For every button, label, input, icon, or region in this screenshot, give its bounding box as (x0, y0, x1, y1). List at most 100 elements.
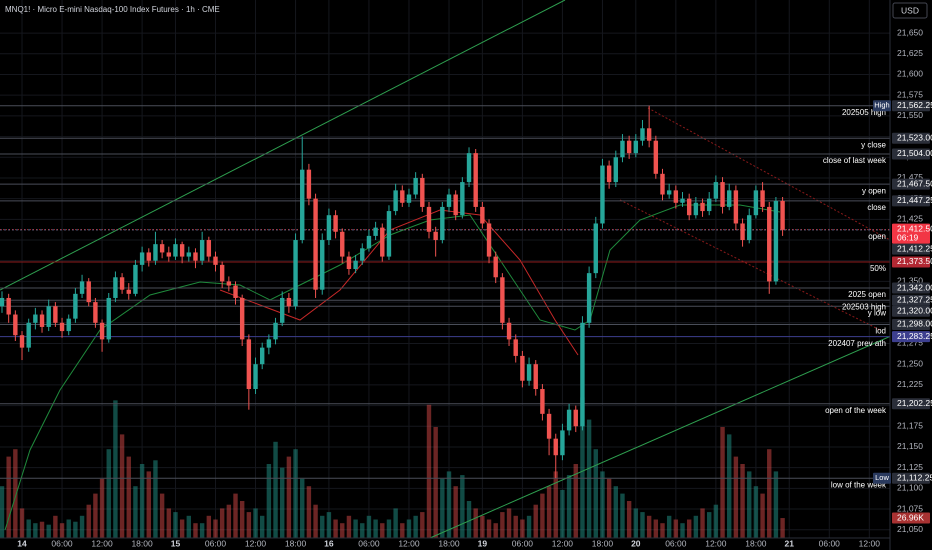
volume-bar (733, 456, 739, 538)
candle-body (500, 277, 505, 323)
volume-bar (533, 504, 538, 538)
volume-bar (720, 427, 725, 538)
candle-body (59, 322, 65, 332)
y-tick-label: 21,350 (897, 276, 923, 286)
volume-bar (346, 515, 352, 538)
price-box (892, 100, 930, 112)
candle-body (86, 281, 91, 303)
price-box (892, 331, 930, 343)
candle-body (433, 231, 438, 241)
candle-body (73, 293, 78, 319)
candle-body (106, 297, 111, 340)
volume-bar (426, 404, 432, 538)
volume-bar (73, 521, 78, 538)
x-tick-label: 18:00 (745, 538, 767, 548)
x-tick-label: 06:00 (205, 538, 227, 548)
volume-bar (506, 508, 512, 538)
candle-body (259, 347, 265, 365)
volume-bar (546, 486, 552, 538)
volume-bar (266, 464, 272, 538)
level-label: 2025 open (848, 290, 886, 299)
x-tick-label: 18:00 (438, 538, 460, 548)
x-tick-label: 18:00 (285, 538, 307, 548)
candle-body (193, 252, 198, 261)
candle-body (533, 364, 538, 390)
y-tick-label: 21,075 (897, 503, 923, 513)
y-tick-label: 21,625 (897, 48, 923, 58)
candle-body (506, 322, 512, 340)
price-box (892, 178, 930, 190)
volume-bar (580, 397, 585, 538)
candle-body (480, 206, 485, 224)
candle-body (360, 248, 365, 261)
volume-bar (653, 519, 659, 538)
volume-bar (33, 523, 38, 538)
currency[interactable]: USD (901, 5, 919, 15)
volume-bar (606, 478, 612, 538)
candle-body (420, 177, 425, 207)
candle-body (580, 322, 585, 427)
y-tick-label: 21,150 (897, 441, 923, 451)
y-tick-label: 21,275 (897, 338, 923, 348)
level-label: 50% (870, 264, 886, 273)
candle-body (66, 318, 71, 332)
level-price: 21,523.00 (897, 132, 932, 142)
currency-button[interactable] (892, 2, 928, 19)
level-tag: High (874, 101, 889, 110)
candle-body (233, 285, 238, 298)
volume-bar (340, 523, 345, 538)
level-label: 202505 high (842, 108, 886, 117)
candle-body (353, 260, 358, 269)
volume-bar (773, 471, 779, 538)
candle-body (640, 128, 645, 141)
volume-bar (613, 486, 618, 538)
volume-bar (39, 521, 45, 538)
volume-bar (566, 475, 572, 538)
candles (0, 105, 785, 479)
volume-bar (513, 515, 518, 538)
levels (0, 105, 890, 479)
y-tick-label: 21,050 (897, 524, 923, 534)
volume-bar (239, 501, 245, 538)
x-tick-label: 12:00 (91, 538, 113, 548)
volume-bar (113, 400, 118, 538)
candle-body (286, 297, 292, 307)
candle-body (253, 364, 258, 390)
x-tick-label: 12:00 (245, 538, 267, 548)
trend-line (0, 0, 566, 291)
level-price: 21,320.00 (897, 305, 932, 315)
candle-body (0, 297, 5, 307)
candle-body (700, 202, 705, 212)
volume-bar (740, 464, 745, 538)
candle-body (620, 140, 625, 158)
candle-body (520, 355, 525, 381)
candle-body (39, 314, 45, 327)
volume-bar (259, 515, 265, 538)
candle-body (53, 306, 58, 323)
y-tick-label: 21,575 (897, 89, 923, 99)
volume-bar (326, 512, 332, 538)
volume-bar (540, 493, 545, 538)
y-tick-label: 21,600 (897, 69, 923, 79)
candle-body (560, 430, 565, 456)
candle-body (413, 177, 418, 195)
candle-body (566, 409, 572, 431)
candle-body (226, 281, 232, 286)
level-price: 21,504.00 (897, 148, 932, 158)
volume-bar (0, 486, 5, 538)
candle-body (473, 153, 478, 207)
x-tick-label: 19 (478, 538, 488, 548)
price-box (892, 148, 930, 160)
volume-bar (93, 493, 98, 538)
candle-body (780, 200, 785, 230)
volume-bar (79, 515, 85, 538)
level-price: 21,562.25 (897, 100, 932, 110)
x-tick-label: 06:00 (819, 538, 841, 548)
candle-body (33, 314, 38, 323)
volume-bar (99, 478, 105, 538)
candle-body (713, 182, 719, 199)
volume-bar (293, 449, 298, 538)
volume-bar (19, 508, 25, 538)
volume-bar (146, 471, 151, 538)
volume-bar (646, 515, 652, 538)
